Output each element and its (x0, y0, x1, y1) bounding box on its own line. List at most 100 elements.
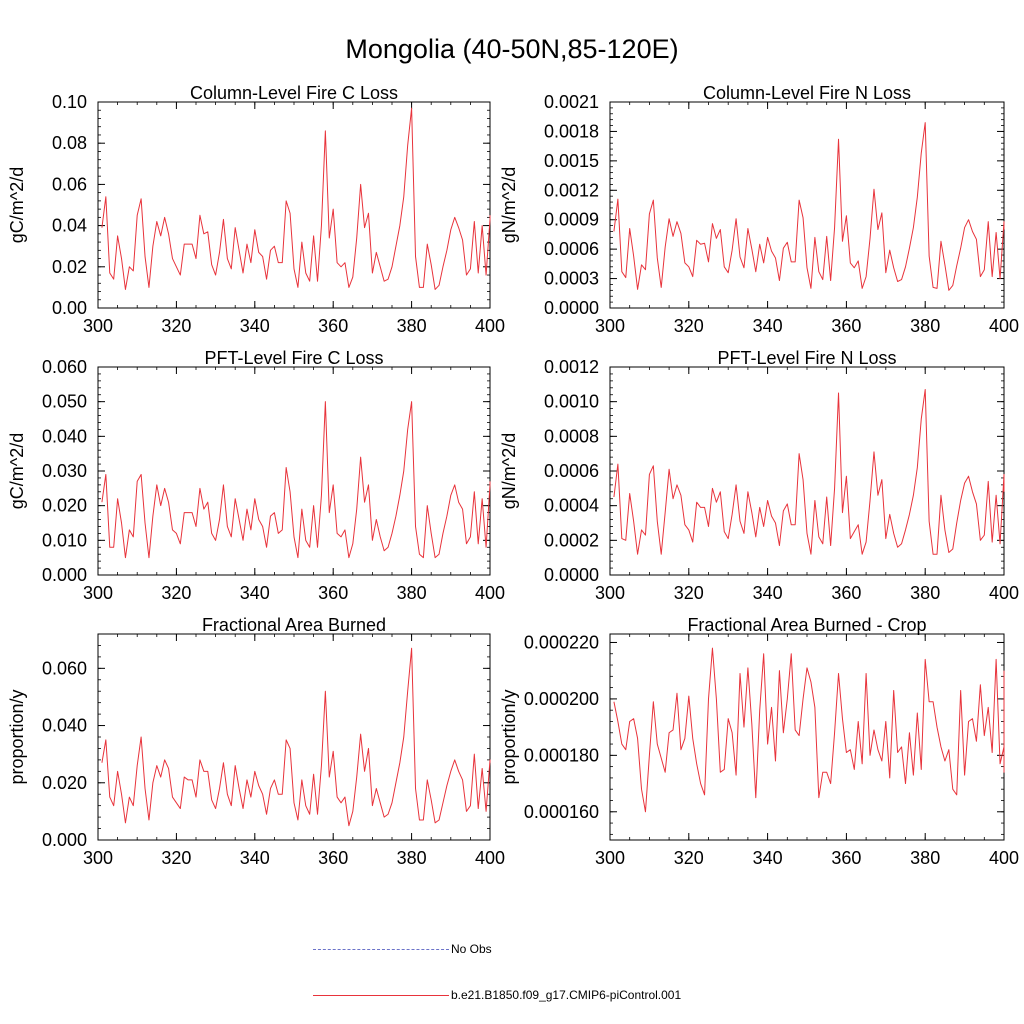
y-tick-label: 0.010 (42, 530, 87, 550)
x-tick-label: 340 (753, 583, 783, 603)
y-tick-label: 0.0009 (544, 210, 599, 230)
y-tick-label: 0.0008 (544, 426, 599, 446)
x-tick-label: 400 (475, 316, 505, 336)
y-tick-label: 0.040 (42, 426, 87, 446)
x-tick-label: 300 (83, 848, 113, 868)
y-tick-label: 0.030 (42, 461, 87, 481)
panel-title: Fractional Area Burned - Crop (687, 615, 926, 635)
plot-frame (97, 101, 491, 309)
legend-label-control-run: b.e21.B1850.f09_g17.CMIP6-piControl.001 (451, 988, 682, 1002)
series-line (101, 647, 491, 827)
x-tick-label: 300 (595, 583, 625, 603)
x-tick-label: 400 (989, 583, 1019, 603)
x-tick-label: 340 (753, 848, 783, 868)
x-tick-label: 320 (674, 316, 704, 336)
y-tick-label: 0.000220 (524, 632, 599, 652)
y-tick-label: 0.000 (42, 830, 87, 850)
y-tick-label: 0.020 (42, 773, 87, 793)
x-tick-label: 340 (240, 316, 270, 336)
y-axis-label: gN/m^2/d (499, 433, 519, 509)
y-tick-label: 0.08 (52, 133, 87, 153)
x-tick-label: 380 (397, 848, 427, 868)
y-axis-label: proportion/y (499, 689, 519, 784)
x-tick-label: 360 (831, 583, 861, 603)
chart-panel-2: 300 320 340 360 380 400 0.0000 0.0003 0.0006 0.00… (499, 83, 1019, 336)
x-tick-label: 320 (674, 848, 704, 868)
y-axis-label: gC/m^2/d (7, 167, 27, 243)
y-tick-label: 0.0021 (544, 92, 599, 112)
y-tick-label: 0.000200 (524, 689, 599, 709)
y-tick-label: 0.020 (42, 496, 87, 516)
y-tick-label: 0.0002 (544, 530, 599, 550)
x-tick-label: 380 (397, 583, 427, 603)
x-tick-label: 360 (831, 316, 861, 336)
x-tick-label: 380 (910, 848, 940, 868)
x-tick-label: 400 (475, 848, 505, 868)
legend-item-control-run: b.e21.B1850.f09_g17.CMIP6-piControl.001 (313, 988, 681, 1002)
x-tick-label: 360 (318, 583, 348, 603)
x-tick-label: 360 (318, 848, 348, 868)
x-tick-label: 380 (910, 583, 940, 603)
series-line (101, 401, 491, 559)
series-line (613, 122, 1005, 291)
y-tick-label: 0.0010 (544, 392, 599, 412)
legend-dashed-swatch (313, 948, 449, 950)
series-line (613, 389, 1005, 555)
y-tick-label: 0.0006 (544, 239, 599, 259)
x-tick-label: 400 (989, 316, 1019, 336)
series-line (613, 647, 1005, 813)
x-tick-label: 300 (595, 848, 625, 868)
y-tick-label: 0.060 (42, 658, 87, 678)
x-tick-label: 320 (161, 316, 191, 336)
y-tick-label: 0.0006 (544, 461, 599, 481)
x-tick-label: 340 (753, 316, 783, 336)
x-tick-label: 380 (910, 316, 940, 336)
y-tick-label: 0.000 (42, 565, 87, 585)
y-tick-label: 0.0012 (544, 357, 599, 377)
y-tick-label: 0.0015 (544, 151, 599, 171)
panel-title: Column-Level Fire N Loss (703, 83, 911, 103)
panel-title: Fractional Area Burned (202, 615, 386, 635)
y-axis-label: gN/m^2/d (499, 167, 519, 243)
y-tick-label: 0.0000 (544, 298, 599, 318)
y-tick-label: 0.000180 (524, 745, 599, 765)
plot-frame (609, 101, 1005, 309)
y-tick-label: 0.0012 (544, 180, 599, 200)
plot-frame (97, 366, 491, 576)
x-tick-label: 360 (831, 848, 861, 868)
chart-panel-6: 300 320 340 360 380 400 0.000160 0.000180 0.0002… (499, 615, 1019, 868)
series-line (101, 107, 491, 290)
y-tick-label: 0.0004 (544, 496, 599, 516)
y-tick-label: 0.10 (52, 92, 87, 112)
panel-title: PFT-Level Fire C Loss (204, 348, 383, 368)
panel-title: PFT-Level Fire N Loss (717, 348, 896, 368)
x-tick-label: 320 (161, 583, 191, 603)
y-tick-label: 0.00 (52, 298, 87, 318)
y-tick-label: 0.050 (42, 392, 87, 412)
legend-label-no-obs: No Obs (451, 942, 492, 956)
figure-title: Mongolia (40-50N,85-120E) (345, 34, 679, 64)
y-tick-label: 0.000160 (524, 802, 599, 822)
plot-frame (97, 633, 491, 841)
chart-panel-5: 300 320 340 360 380 400 0.000 0.020 0.040 0.060 Fr… (7, 615, 505, 868)
chart-panel-3: 300 320 340 360 380 400 0.000 0.010 0.020 0.030 0.… (7, 348, 505, 603)
x-tick-label: 400 (475, 583, 505, 603)
x-tick-label: 340 (240, 848, 270, 868)
x-tick-label: 380 (397, 316, 427, 336)
y-tick-label: 0.06 (52, 174, 87, 194)
chart-panel-1: 300 320 340 360 380 400 0.00 0.02 0.04 0.06 0.08 0.… (7, 83, 505, 336)
y-tick-label: 0.0000 (544, 565, 599, 585)
x-tick-label: 360 (318, 316, 348, 336)
y-axis-label: proportion/y (7, 689, 27, 784)
legend-solid-swatch (313, 994, 449, 996)
y-tick-label: 0.0003 (544, 269, 599, 289)
y-tick-label: 0.0018 (544, 121, 599, 141)
y-tick-label: 0.04 (52, 216, 87, 236)
chart-panel-4: 300 320 340 360 380 400 0.0000 0.0002 0.0004 0.00… (499, 348, 1019, 603)
x-tick-label: 320 (674, 583, 704, 603)
x-tick-label: 300 (83, 583, 113, 603)
y-tick-label: 0.040 (42, 716, 87, 736)
x-tick-label: 300 (83, 316, 113, 336)
x-tick-label: 340 (240, 583, 270, 603)
